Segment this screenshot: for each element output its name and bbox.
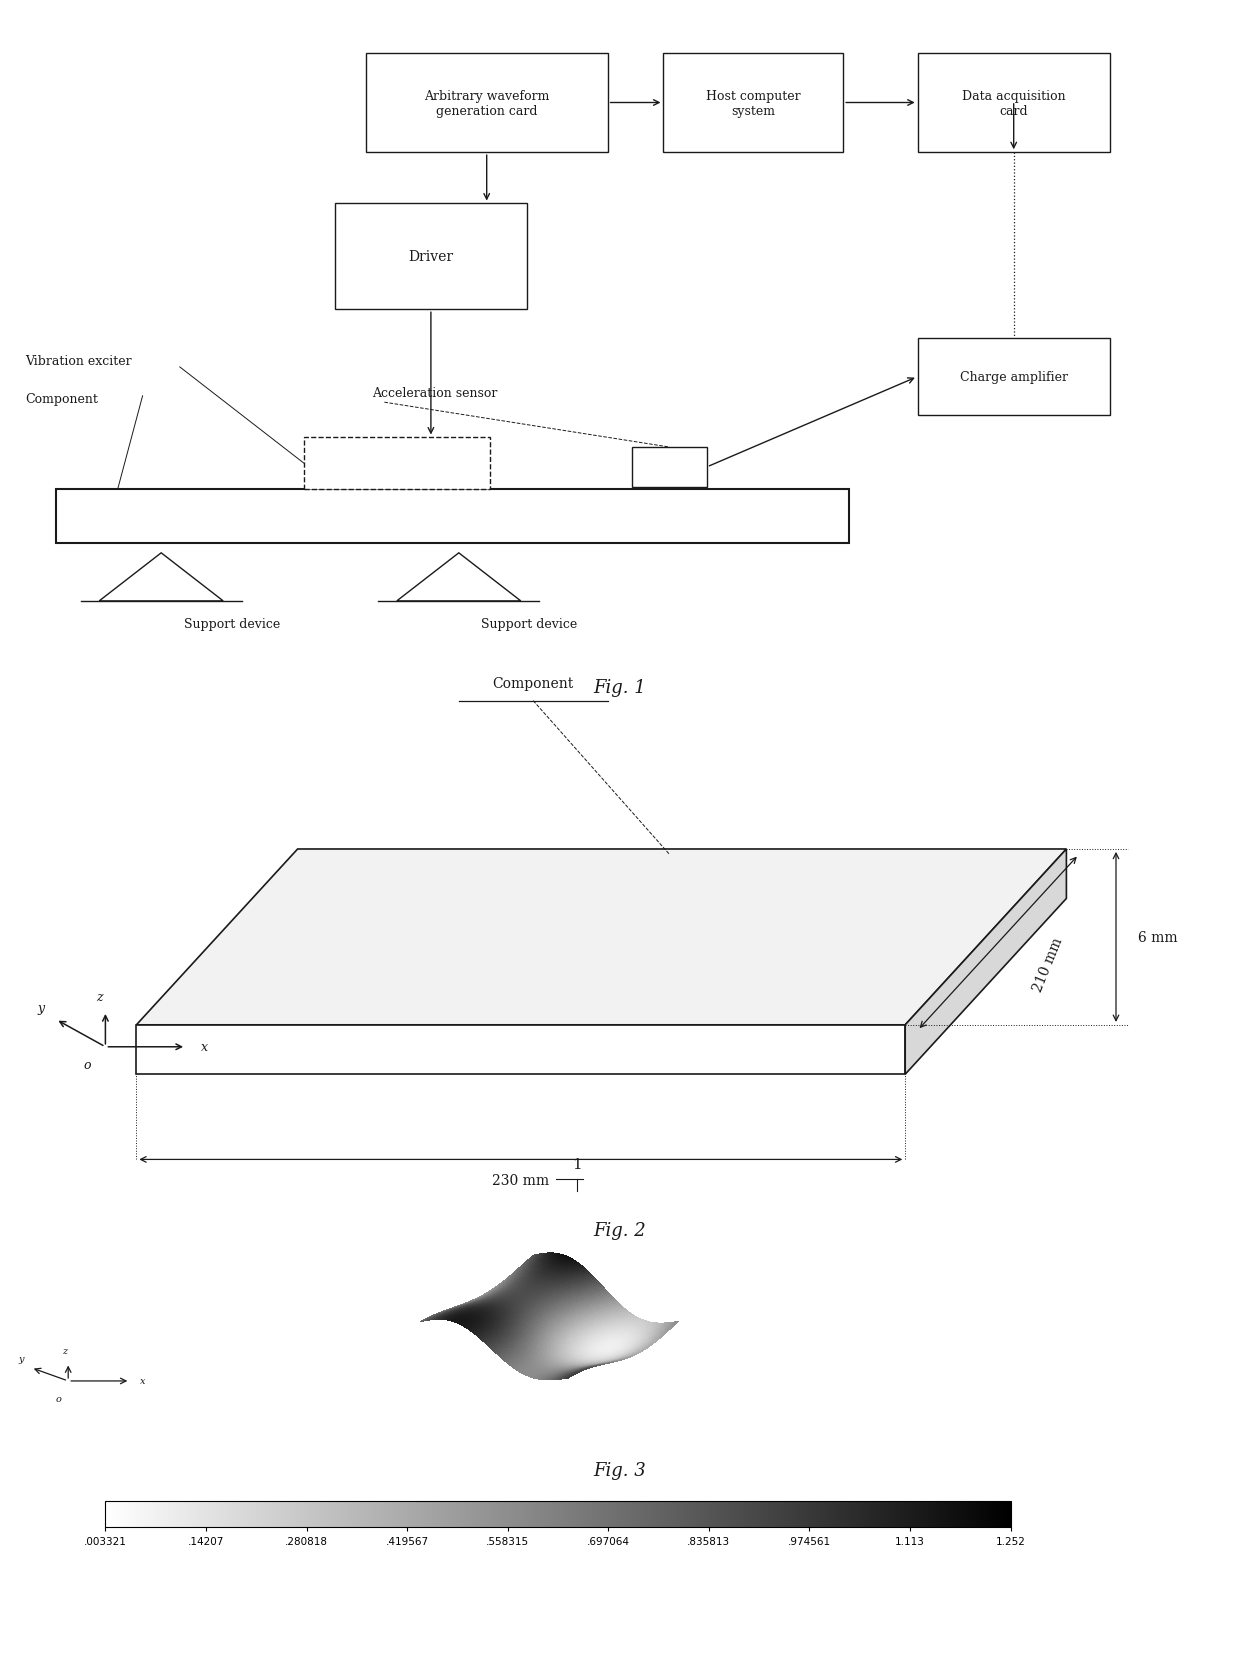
Text: Vibration exciter: Vibration exciter <box>25 354 131 368</box>
Polygon shape <box>136 1025 905 1075</box>
Text: y: y <box>19 1354 24 1363</box>
Text: 230 mm: 230 mm <box>492 1173 549 1188</box>
Text: z: z <box>62 1346 67 1354</box>
Text: Acceleration sensor: Acceleration sensor <box>372 386 497 399</box>
Text: Fig. 3: Fig. 3 <box>594 1461 646 1479</box>
Text: z: z <box>95 990 103 1003</box>
Polygon shape <box>905 850 1066 1075</box>
Bar <box>56 489 849 544</box>
Text: y: y <box>37 1002 45 1015</box>
Bar <box>918 339 1110 416</box>
Text: Component: Component <box>492 676 574 691</box>
Text: Fig. 2: Fig. 2 <box>594 1221 646 1240</box>
Text: 210 mm: 210 mm <box>1030 935 1065 993</box>
Text: Arbitrary waveform
generation card: Arbitrary waveform generation card <box>424 90 549 118</box>
Text: Driver: Driver <box>408 250 454 265</box>
Text: Component: Component <box>25 393 98 406</box>
Text: o: o <box>56 1394 62 1403</box>
Text: o: o <box>83 1058 91 1072</box>
Text: Charge amplifier: Charge amplifier <box>960 371 1068 384</box>
Bar <box>335 205 527 310</box>
Text: x: x <box>201 1040 208 1053</box>
Polygon shape <box>99 554 223 602</box>
Text: Host computer
system: Host computer system <box>706 90 801 118</box>
Text: Data acquisition
card: Data acquisition card <box>962 90 1065 118</box>
Bar <box>366 53 608 153</box>
Text: 6 mm: 6 mm <box>1138 930 1178 945</box>
Text: Support device: Support device <box>184 617 280 631</box>
Text: Support device: Support device <box>481 617 578 631</box>
Text: x: x <box>140 1376 145 1386</box>
Bar <box>663 53 843 153</box>
Bar <box>632 448 707 488</box>
Polygon shape <box>136 850 1066 1025</box>
Text: 1: 1 <box>572 1156 582 1171</box>
Bar <box>304 438 490 489</box>
Bar <box>918 53 1110 153</box>
Polygon shape <box>397 554 521 602</box>
Text: Fig. 1: Fig. 1 <box>594 679 646 697</box>
